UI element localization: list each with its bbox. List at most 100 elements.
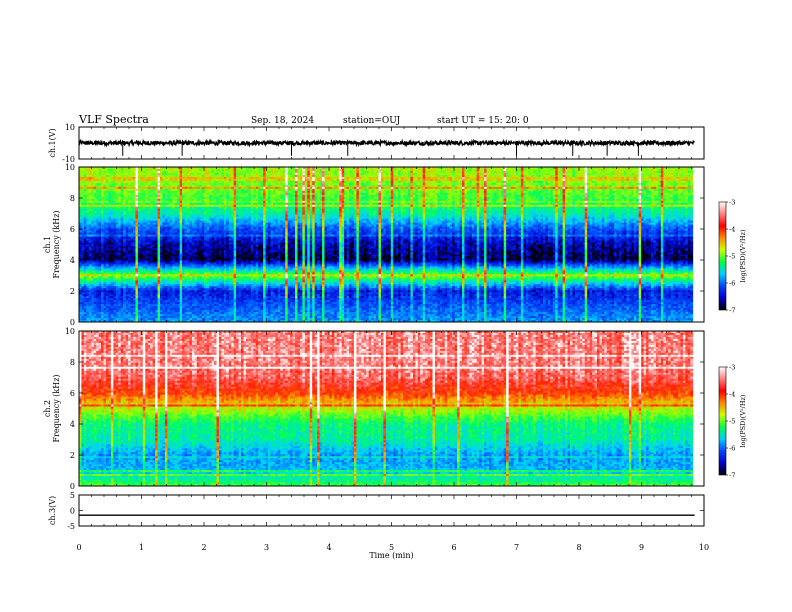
heatmap-cell: [98, 294, 102, 297]
heatmap-cell: [125, 178, 129, 182]
heatmap-cell: [108, 254, 112, 257]
heatmap-cell: [88, 312, 92, 315]
heatmap-cell: [98, 252, 102, 255]
heatmap-cell: [98, 318, 102, 321]
heatmap-cell: [106, 250, 109, 253]
heatmap-cell: [88, 294, 92, 297]
heatmap-cell: [88, 308, 92, 311]
heatmap-cell: [128, 174, 131, 178]
heatmap-cell: [113, 254, 117, 257]
heatmap-cell: [96, 316, 100, 319]
heatmap-cell: [91, 304, 95, 307]
heatmap-cell: [120, 248, 124, 251]
heatmap-cell: [118, 190, 122, 194]
heatmap-cell: [83, 256, 87, 259]
heatmap-cell: [86, 274, 90, 277]
heatmap-cell: [113, 284, 117, 287]
heatmap-cell: [113, 172, 117, 176]
heatmap-cell: [125, 226, 129, 230]
heatmap-cell: [110, 220, 114, 224]
heatmap-cell: [115, 250, 119, 253]
heatmap-cell: [123, 268, 127, 271]
heatmap-cell: [123, 290, 127, 293]
heatmap-cell: [123, 272, 127, 275]
heatmap-cell: [108, 182, 112, 186]
heatmap-cell: [125, 254, 129, 257]
heatmap-cell: [123, 236, 127, 239]
heatmap-cell: [108, 196, 112, 200]
heatmap-cell: [81, 174, 85, 178]
heatmap-cell: [98, 196, 102, 200]
heatmap-cell: [123, 314, 127, 317]
heatmap-cell: [101, 266, 104, 269]
heatmap-cell: [81, 286, 85, 289]
heatmap-cell: [115, 240, 119, 243]
heatmap-cell: [101, 200, 104, 204]
heatmap-cell: [79, 286, 82, 289]
heatmap-cell: [103, 234, 107, 237]
heatmap-cell: [118, 218, 122, 222]
heatmap-cell: [83, 206, 87, 210]
heatmap-cell: [115, 196, 119, 200]
heatmap-cell: [113, 176, 117, 180]
heatmap-cell: [125, 224, 129, 228]
heatmap-cell: [86, 234, 90, 237]
heatmap-cell: [79, 304, 82, 307]
heatmap-cell: [106, 266, 109, 269]
heatmap-cell: [108, 210, 112, 214]
heatmap-cell: [125, 258, 129, 261]
heatmap-cell: [98, 320, 102, 323]
heatmap-cell: [120, 192, 124, 196]
heatmap-cell: [98, 167, 102, 170]
heatmap-cell: [118, 256, 122, 259]
heatmap-cell: [101, 290, 104, 293]
heatmap-cell: [93, 216, 97, 220]
heatmap-cell: [115, 278, 119, 281]
heatmap-cell: [118, 314, 122, 317]
heatmap-cell: [86, 256, 90, 259]
heatmap-cell: [110, 178, 114, 182]
heatmap-cell: [125, 167, 129, 170]
heatmap-cell: [88, 196, 92, 200]
heatmap-cell: [101, 218, 104, 222]
heatmap-cell: [96, 178, 100, 182]
heatmap-cell: [110, 234, 114, 237]
heatmap-cell: [88, 210, 92, 214]
heatmap-cell: [79, 168, 82, 172]
heatmap-cell: [103, 240, 107, 243]
heatmap-cell: [81, 308, 85, 311]
heatmap-cell: [83, 230, 87, 233]
heatmap-cell: [93, 320, 97, 323]
heatmap-cell: [118, 246, 122, 249]
heatmap-cell: [123, 266, 127, 269]
heatmap-cell: [79, 312, 82, 315]
heatmap-cell: [108, 248, 112, 251]
heatmap-cell: [83, 174, 87, 178]
heatmap-cell: [88, 222, 92, 226]
heatmap-cell: [106, 286, 109, 289]
heatmap-cell: [125, 316, 129, 319]
heatmap-cell: [113, 320, 117, 323]
heatmap-cell: [106, 260, 109, 263]
heatmap-cell: [86, 264, 90, 267]
heatmap-cell: [113, 194, 117, 198]
heatmap-cell: [123, 298, 127, 301]
heatmap-cell: [110, 242, 114, 245]
heatmap-cell: [101, 294, 104, 297]
heatmap-cell: [115, 300, 119, 303]
heatmap-cell: [91, 226, 95, 230]
heatmap-cell: [125, 304, 129, 307]
heatmap-cell: [93, 262, 97, 265]
heatmap-cell: [101, 236, 104, 239]
heatmap-cell: [93, 182, 97, 186]
heatmap-cell: [79, 188, 82, 192]
heatmap-cell: [101, 260, 104, 263]
heatmap-cell: [125, 172, 129, 176]
heatmap-cell: [93, 222, 97, 226]
heatmap-cell: [86, 172, 90, 176]
heatmap-cell: [88, 274, 92, 277]
heatmap-cell: [106, 167, 109, 170]
heatmap-cell: [123, 254, 127, 257]
heatmap-cell: [88, 318, 92, 321]
heatmap-cell: [98, 274, 102, 277]
